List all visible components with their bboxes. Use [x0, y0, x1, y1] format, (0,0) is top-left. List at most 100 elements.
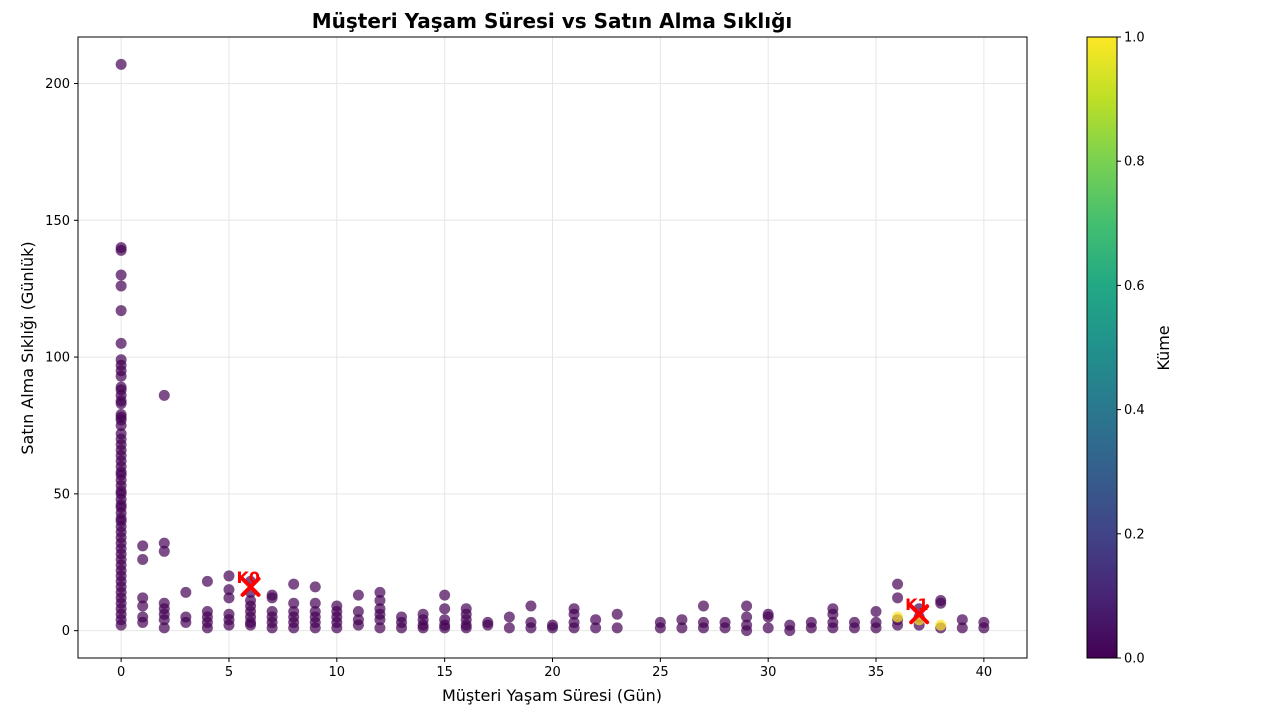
- y-tick-label: 150: [45, 214, 70, 229]
- x-tick-label: 15: [436, 665, 453, 680]
- data-point: [848, 622, 860, 634]
- data-point: [547, 622, 558, 634]
- data-point: [309, 581, 321, 593]
- x-tick-label: 10: [329, 665, 346, 680]
- data-point: [719, 622, 731, 634]
- data-point: [180, 616, 192, 628]
- data-point: [978, 622, 990, 634]
- data-point: [482, 619, 494, 631]
- data-point: [935, 597, 947, 609]
- data-point: [568, 622, 580, 634]
- data-point: [115, 280, 127, 292]
- data-point: [137, 554, 149, 566]
- y-tick-label: 100: [45, 351, 70, 366]
- x-tick-label: 30: [760, 665, 777, 680]
- data-point: [115, 269, 127, 281]
- data-point: [374, 614, 386, 626]
- data-point: [956, 622, 968, 634]
- x-tick-label: 0: [117, 665, 125, 680]
- data-point: [503, 611, 515, 623]
- data-point: [827, 608, 839, 620]
- data-point: [762, 611, 774, 623]
- y-tick-label: 50: [53, 487, 70, 502]
- data-point: [892, 611, 904, 623]
- y-axis-ticks: 0 50 100 150 200: [45, 77, 78, 639]
- centroids: K0 K1: [237, 568, 930, 625]
- data-point: [158, 537, 170, 549]
- data-point: [525, 600, 537, 612]
- colorbar-tick-label: 0.6: [1124, 279, 1145, 294]
- data-point: [115, 370, 127, 382]
- data-point: [805, 622, 817, 634]
- data-point: [460, 622, 472, 634]
- data-point: [439, 603, 451, 615]
- data-point: [568, 608, 580, 620]
- data-point: [741, 611, 753, 623]
- data-point: [374, 586, 386, 598]
- data-point: [956, 614, 968, 626]
- x-axis-label: Müşteri Yaşam Süresi (Gün): [442, 686, 662, 705]
- data-point: [115, 619, 127, 631]
- data-point: [266, 622, 278, 634]
- data-point: [741, 600, 753, 612]
- data-point: [158, 545, 170, 557]
- data-point: [201, 575, 213, 587]
- data-point: [697, 600, 709, 612]
- data-point: [374, 595, 386, 607]
- data-point: [611, 622, 623, 634]
- data-point: [611, 608, 623, 620]
- data-point: [115, 305, 127, 317]
- x-tick-label: 40: [976, 665, 993, 680]
- data-point: [115, 58, 127, 70]
- data-point: [309, 622, 321, 634]
- centroid-label: K0: [237, 568, 261, 587]
- centroid-marker: [909, 604, 930, 625]
- x-tick-label: 5: [225, 665, 233, 680]
- colorbar: 0.0 0.2 0.4 0.6 0.8 1.0 Küme: [1086, 31, 1173, 667]
- data-point: [892, 619, 904, 631]
- data-point: [870, 622, 882, 634]
- data-point: [503, 622, 515, 634]
- data-point: [115, 337, 127, 349]
- data-point: [137, 540, 149, 552]
- data-point: [417, 622, 429, 634]
- data-point: [137, 592, 149, 604]
- x-axis-ticks: 0 5 10 15 20 25 30 35 40: [117, 658, 992, 680]
- data-point: [180, 586, 192, 598]
- data-point: [935, 619, 947, 631]
- data-point: [201, 622, 213, 634]
- chart-title: Müşteri Yaşam Süresi vs Satın Alma Sıklı…: [312, 9, 793, 33]
- data-point: [654, 622, 666, 634]
- data-point: [158, 389, 170, 401]
- data-point: [288, 597, 300, 609]
- data-point: [892, 592, 904, 604]
- data-point: [784, 625, 796, 637]
- colorbar-tick-label: 0.2: [1124, 527, 1145, 542]
- data-point: [396, 622, 408, 634]
- y-axis-label: Satın Alma Sıklığı (Günlük): [18, 241, 37, 454]
- data-point: [676, 622, 688, 634]
- data-point: [245, 619, 257, 631]
- data-point: [352, 619, 364, 631]
- data-point: [288, 578, 300, 590]
- y-tick-label: 0: [62, 624, 70, 639]
- data-point: [892, 578, 904, 590]
- data-point: [590, 614, 602, 626]
- data-point: [590, 622, 602, 634]
- data-point: [870, 605, 882, 617]
- data-point: [115, 244, 127, 256]
- data-point: [158, 614, 170, 626]
- data-point: [827, 622, 839, 634]
- data-point: [115, 398, 127, 410]
- data-point: [525, 622, 537, 634]
- data-point: [223, 570, 235, 582]
- data-point: [374, 622, 386, 634]
- data-point: [439, 622, 451, 634]
- colorbar-label: Küme: [1154, 325, 1173, 370]
- data-points: [115, 58, 990, 637]
- grid: [78, 37, 1027, 658]
- colorbar-ticks: 0.0 0.2 0.4 0.6 0.8 1.0: [1117, 31, 1145, 667]
- data-point: [331, 622, 343, 634]
- data-point: [266, 592, 278, 604]
- colorbar-tick-label: 0.0: [1124, 652, 1145, 667]
